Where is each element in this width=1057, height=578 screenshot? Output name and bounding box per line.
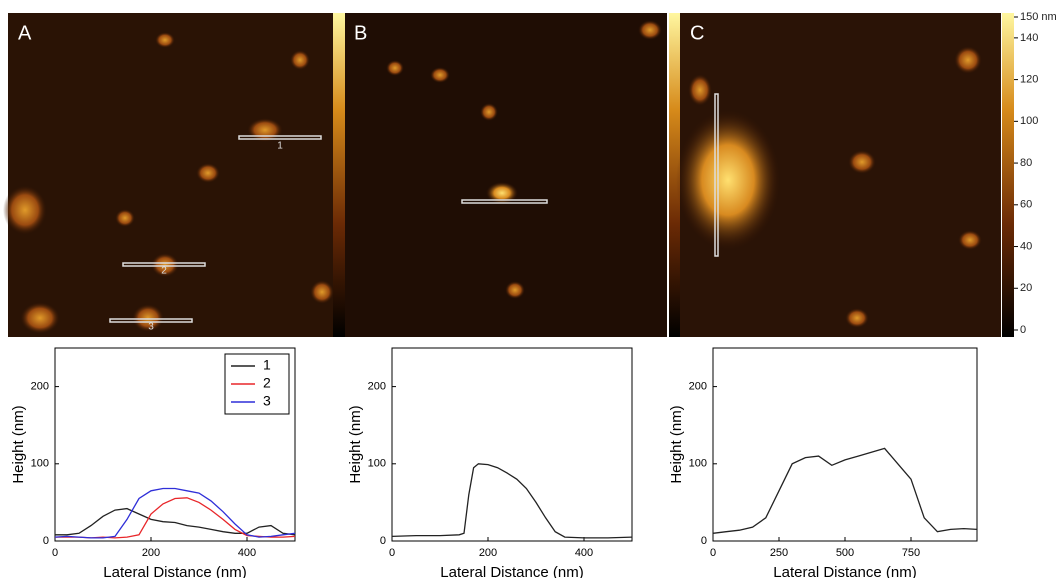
y-axis-label: Height (nm) (347, 405, 364, 483)
profile-label: 2 (161, 266, 167, 277)
x-tick-label: 500 (836, 547, 854, 559)
colorbar-tick-label: 120 (1020, 74, 1038, 86)
y-tick-label: 100 (689, 458, 707, 470)
y-tick-label: 0 (43, 535, 49, 547)
data-line (391, 463, 633, 539)
x-tick-label: 200 (479, 547, 497, 559)
colorbar-tick-label: 20 (1020, 282, 1032, 294)
colorbar (1002, 13, 1014, 337)
data-line (712, 447, 978, 534)
data-line (55, 507, 296, 536)
y-tick-label: 0 (701, 535, 707, 547)
plot-frame (391, 347, 633, 542)
features (3, 20, 982, 334)
colorbar-tick-label: 80 (1020, 157, 1032, 169)
colorbar-tick-label: 40 (1020, 240, 1032, 252)
x-tick-label: 400 (575, 547, 593, 559)
afm-image (8, 13, 333, 337)
y-tick-label: 100 (368, 458, 386, 470)
colorbar-tick-label: 140 (1020, 32, 1038, 44)
x-tick-label: 0 (389, 547, 395, 559)
y-tick-label: 200 (368, 381, 386, 393)
panel-label: A (18, 22, 32, 44)
plot-frame (54, 347, 296, 542)
y-tick-label: 200 (31, 381, 49, 393)
y-axis-label: Height (nm) (668, 405, 685, 483)
data-line (55, 497, 296, 539)
colorbar-tick-label: 100 (1020, 115, 1038, 127)
x-axis-label: Lateral Distance (nm) (773, 564, 916, 578)
profile-label: 1 (277, 141, 283, 152)
y-axis-label: Height (nm) (10, 405, 27, 483)
y-tick-label: 200 (689, 381, 707, 393)
data-line (54, 487, 296, 539)
panel-label: B (354, 22, 367, 44)
legend-label: 2 (263, 375, 271, 391)
x-axis-label: Lateral Distance (nm) (103, 564, 246, 578)
panel-label: C (690, 22, 704, 44)
x-axis-label: Lateral Distance (nm) (440, 564, 583, 578)
y-tick-label: 0 (380, 535, 386, 547)
legend-label: 3 (263, 393, 271, 409)
colorbar-tick-label: 150 nm (1020, 11, 1057, 23)
x-tick-label: 0 (710, 547, 716, 559)
colorbar (669, 13, 680, 337)
colorbar (333, 13, 345, 337)
profile-label: 3 (148, 322, 154, 333)
legend-label: 1 (263, 357, 271, 373)
x-tick-label: 250 (770, 547, 788, 559)
profile-lines (109, 93, 719, 323)
x-tick-label: 400 (238, 547, 256, 559)
y-tick-label: 100 (31, 458, 49, 470)
x-tick-label: 0 (52, 547, 58, 559)
colorbar-tick-label: 60 (1020, 199, 1032, 211)
x-tick-label: 750 (902, 547, 920, 559)
colorbar-tick-label: 0 (1020, 324, 1026, 336)
x-tick-label: 200 (142, 547, 160, 559)
plot-frame (712, 347, 978, 542)
